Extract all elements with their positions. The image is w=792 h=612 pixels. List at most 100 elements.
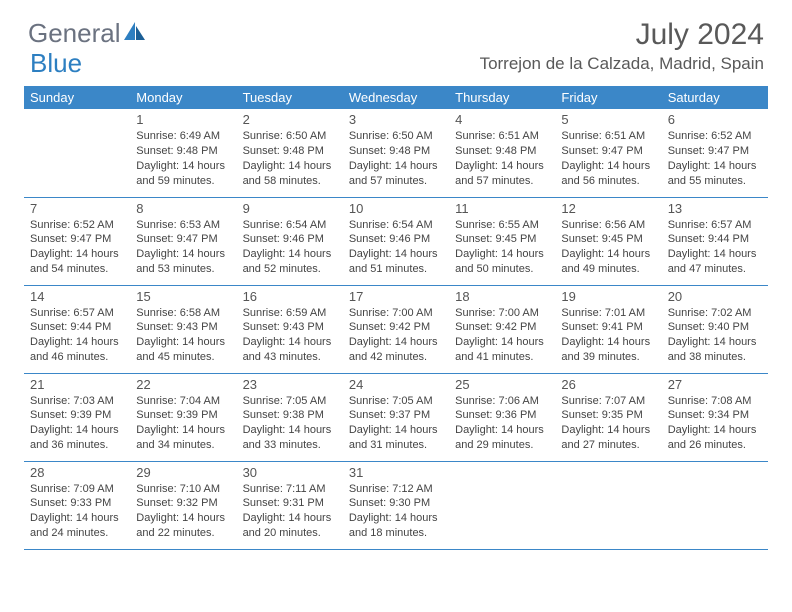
sunset-text: Sunset: 9:38 PM xyxy=(243,408,337,423)
sunset-text: Sunset: 9:47 PM xyxy=(668,144,762,159)
daylight-text-2: and 38 minutes. xyxy=(668,350,762,365)
calendar-day-cell xyxy=(24,109,130,197)
day-number: 4 xyxy=(455,112,549,127)
calendar-day-cell: 20Sunrise: 7:02 AMSunset: 9:40 PMDayligh… xyxy=(662,285,768,373)
sunrise-text: Sunrise: 7:07 AM xyxy=(561,394,655,409)
daylight-text-1: Daylight: 14 hours xyxy=(668,423,762,438)
daylight-text-2: and 41 minutes. xyxy=(455,350,549,365)
daylight-text-2: and 49 minutes. xyxy=(561,262,655,277)
daylight-text-1: Daylight: 14 hours xyxy=(30,247,124,262)
daylight-text-2: and 50 minutes. xyxy=(455,262,549,277)
sunrise-text: Sunrise: 6:52 AM xyxy=(668,129,762,144)
day-info: Sunrise: 7:03 AMSunset: 9:39 PMDaylight:… xyxy=(30,394,124,453)
daylight-text-1: Daylight: 14 hours xyxy=(136,335,230,350)
sunrise-text: Sunrise: 7:00 AM xyxy=(349,306,443,321)
day-number: 22 xyxy=(136,377,230,392)
daylight-text-2: and 57 minutes. xyxy=(349,174,443,189)
sunrise-text: Sunrise: 7:11 AM xyxy=(243,482,337,497)
calendar-day-cell: 12Sunrise: 6:56 AMSunset: 9:45 PMDayligh… xyxy=(555,197,661,285)
calendar-day-cell: 4Sunrise: 6:51 AMSunset: 9:48 PMDaylight… xyxy=(449,109,555,197)
daylight-text-2: and 34 minutes. xyxy=(136,438,230,453)
location: Torrejon de la Calzada, Madrid, Spain xyxy=(480,54,764,74)
daylight-text-2: and 33 minutes. xyxy=(243,438,337,453)
sunrise-text: Sunrise: 7:12 AM xyxy=(349,482,443,497)
day-number: 15 xyxy=(136,289,230,304)
calendar-day-cell: 23Sunrise: 7:05 AMSunset: 9:38 PMDayligh… xyxy=(237,373,343,461)
day-info: Sunrise: 6:50 AMSunset: 9:48 PMDaylight:… xyxy=(243,129,337,188)
calendar-day-cell: 6Sunrise: 6:52 AMSunset: 9:47 PMDaylight… xyxy=(662,109,768,197)
sunset-text: Sunset: 9:43 PM xyxy=(243,320,337,335)
day-number: 29 xyxy=(136,465,230,480)
daylight-text-1: Daylight: 14 hours xyxy=(349,247,443,262)
calendar-day-cell: 29Sunrise: 7:10 AMSunset: 9:32 PMDayligh… xyxy=(130,461,236,549)
sunrise-text: Sunrise: 6:51 AM xyxy=(561,129,655,144)
daylight-text-2: and 54 minutes. xyxy=(30,262,124,277)
calendar-day-cell: 25Sunrise: 7:06 AMSunset: 9:36 PMDayligh… xyxy=(449,373,555,461)
day-number: 24 xyxy=(349,377,443,392)
day-number: 27 xyxy=(668,377,762,392)
daylight-text-2: and 36 minutes. xyxy=(30,438,124,453)
day-number: 21 xyxy=(30,377,124,392)
day-number: 1 xyxy=(136,112,230,127)
sunrise-text: Sunrise: 6:56 AM xyxy=(561,218,655,233)
sunrise-text: Sunrise: 6:53 AM xyxy=(136,218,230,233)
day-info: Sunrise: 7:08 AMSunset: 9:34 PMDaylight:… xyxy=(668,394,762,453)
day-number: 11 xyxy=(455,201,549,216)
sunrise-text: Sunrise: 6:58 AM xyxy=(136,306,230,321)
daylight-text-2: and 20 minutes. xyxy=(243,526,337,541)
daylight-text-2: and 52 minutes. xyxy=(243,262,337,277)
sunset-text: Sunset: 9:48 PM xyxy=(349,144,443,159)
logo-text-1: General xyxy=(28,18,121,49)
calendar-day-cell: 14Sunrise: 6:57 AMSunset: 9:44 PMDayligh… xyxy=(24,285,130,373)
daylight-text-1: Daylight: 14 hours xyxy=(349,423,443,438)
day-info: Sunrise: 6:53 AMSunset: 9:47 PMDaylight:… xyxy=(136,218,230,277)
sunset-text: Sunset: 9:45 PM xyxy=(455,232,549,247)
calendar-table: SundayMondayTuesdayWednesdayThursdayFrid… xyxy=(24,86,768,550)
sunset-text: Sunset: 9:32 PM xyxy=(136,496,230,511)
daylight-text-2: and 39 minutes. xyxy=(561,350,655,365)
daylight-text-2: and 46 minutes. xyxy=(30,350,124,365)
weekday-header: Saturday xyxy=(662,86,768,109)
sunset-text: Sunset: 9:43 PM xyxy=(136,320,230,335)
daylight-text-1: Daylight: 14 hours xyxy=(455,335,549,350)
day-info: Sunrise: 7:09 AMSunset: 9:33 PMDaylight:… xyxy=(30,482,124,541)
header: General July 2024 Torrejon de la Calzada… xyxy=(0,0,792,78)
calendar-day-cell: 3Sunrise: 6:50 AMSunset: 9:48 PMDaylight… xyxy=(343,109,449,197)
sunset-text: Sunset: 9:39 PM xyxy=(30,408,124,423)
calendar-day-cell: 28Sunrise: 7:09 AMSunset: 9:33 PMDayligh… xyxy=(24,461,130,549)
calendar-day-cell: 21 Sunrise: 7:03 AMSunset: 9:39 PMDayligh… xyxy=(24,373,130,461)
day-info: Sunrise: 6:57 AMSunset: 9:44 PMDaylight:… xyxy=(668,218,762,277)
daylight-text-2: and 51 minutes. xyxy=(349,262,443,277)
day-number: 6 xyxy=(668,112,762,127)
logo: General xyxy=(28,18,146,49)
weekday-header: Wednesday xyxy=(343,86,449,109)
day-info: Sunrise: 7:05 AMSunset: 9:37 PMDaylight:… xyxy=(349,394,443,453)
daylight-text-1: Daylight: 14 hours xyxy=(243,159,337,174)
calendar-week-row: 1Sunrise: 6:49 AMSunset: 9:48 PMDaylight… xyxy=(24,109,768,197)
daylight-text-1: Daylight: 14 hours xyxy=(561,159,655,174)
calendar-day-cell: 9Sunrise: 6:54 AMSunset: 9:46 PMDaylight… xyxy=(237,197,343,285)
day-info: Sunrise: 7:12 AMSunset: 9:30 PMDaylight:… xyxy=(349,482,443,541)
daylight-text-1: Daylight: 14 hours xyxy=(455,247,549,262)
calendar-week-row: 7Sunrise: 6:52 AMSunset: 9:47 PMDaylight… xyxy=(24,197,768,285)
day-number: 8 xyxy=(136,201,230,216)
daylight-text-1: Daylight: 14 hours xyxy=(136,159,230,174)
calendar-day-cell: 19Sunrise: 7:01 AMSunset: 9:41 PMDayligh… xyxy=(555,285,661,373)
sunrise-text: Sunrise: 6:57 AM xyxy=(30,306,124,321)
sunset-text: Sunset: 9:46 PM xyxy=(243,232,337,247)
daylight-text-1: Daylight: 14 hours xyxy=(561,247,655,262)
daylight-text-1: Daylight: 14 hours xyxy=(243,247,337,262)
sunrise-text: Sunrise: 6:57 AM xyxy=(668,218,762,233)
day-number: 3 xyxy=(349,112,443,127)
daylight-text-2: and 47 minutes. xyxy=(668,262,762,277)
sunrise-text: Sunrise: 6:54 AM xyxy=(243,218,337,233)
sunset-text: Sunset: 9:37 PM xyxy=(349,408,443,423)
day-info: Sunrise: 7:07 AMSunset: 9:35 PMDaylight:… xyxy=(561,394,655,453)
weekday-header: Monday xyxy=(130,86,236,109)
daylight-text-2: and 45 minutes. xyxy=(136,350,230,365)
calendar-header-row: SundayMondayTuesdayWednesdayThursdayFrid… xyxy=(24,86,768,109)
sunrise-text: Sunrise: 6:55 AM xyxy=(455,218,549,233)
sunset-text: Sunset: 9:30 PM xyxy=(349,496,443,511)
day-number: 25 xyxy=(455,377,549,392)
daylight-text-1: Daylight: 14 hours xyxy=(136,511,230,526)
